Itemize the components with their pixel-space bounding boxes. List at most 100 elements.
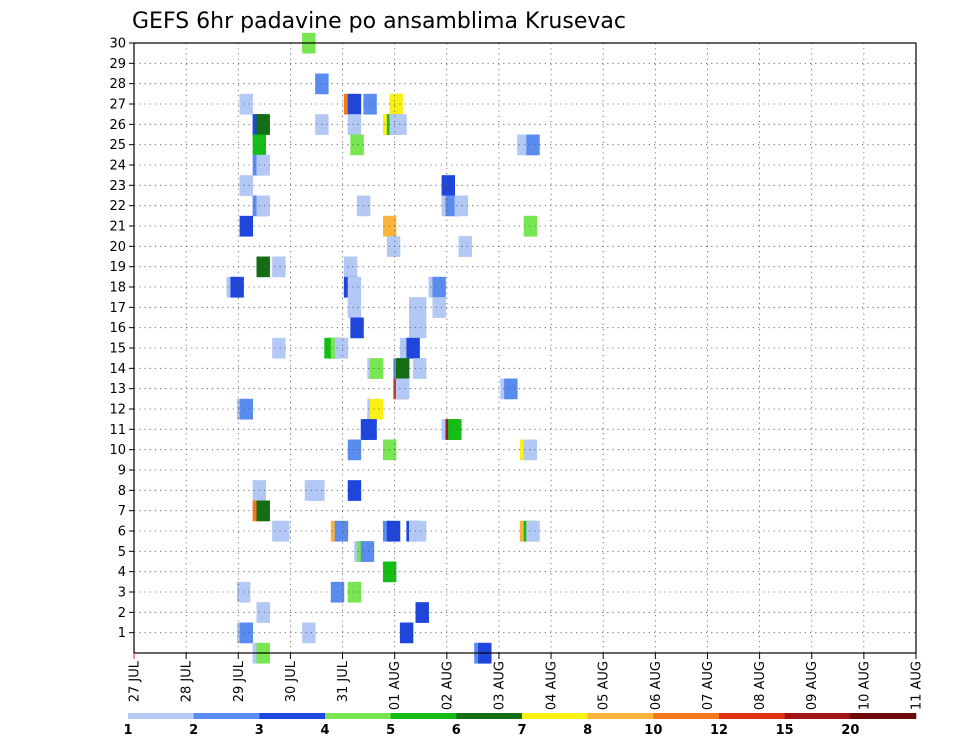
x-tick-label: 08 AUG — [753, 661, 768, 710]
heatmap-cell — [454, 195, 469, 217]
chart-title: GEFS 6hr padavine po ansamblima Krusevac — [132, 9, 626, 34]
colorbar-swatch — [719, 713, 785, 719]
heatmap-cell — [347, 439, 362, 461]
x-tick-label: 29 JUL — [232, 660, 247, 702]
heatmap-cell — [230, 276, 244, 298]
heatmap-cell — [350, 134, 364, 156]
heatmap-cell — [334, 520, 349, 542]
heatmap-cell — [239, 622, 253, 644]
colorbar-label: 7 — [517, 723, 526, 738]
y-tick-label: 21 — [109, 220, 126, 235]
heatmap-cell — [347, 581, 362, 603]
colorbar-swatch — [784, 713, 851, 719]
heatmap-cell — [363, 93, 377, 115]
heatmap-cell — [256, 114, 270, 135]
heatmap-cell — [389, 93, 403, 115]
heatmap-cell — [441, 175, 456, 196]
x-tick-label: 03 AUG — [492, 661, 507, 710]
heatmap-cell — [432, 297, 446, 318]
heatmap-cell — [526, 520, 540, 542]
colorbar-label: 5 — [386, 723, 395, 738]
colorbar: 1 2 3 4 5 6 7 8 10 12 15 20 — [123, 713, 917, 738]
colorbar-swatch — [653, 713, 720, 719]
heatmap-cell — [256, 602, 270, 623]
x-tick-label: 09 AUG — [805, 661, 820, 710]
heatmap-cell — [412, 358, 427, 379]
colorbar-label: 8 — [583, 723, 592, 738]
heatmap-cell — [369, 358, 384, 379]
colorbar-swatch — [456, 713, 523, 719]
colorbar-label: 10 — [644, 723, 662, 738]
heatmap-cell — [276, 520, 290, 542]
heatmap-cell — [256, 154, 270, 176]
y-tick-label: 13 — [109, 382, 126, 397]
colorbar-swatch — [193, 713, 260, 719]
colorbar-label: 1 — [123, 723, 132, 738]
heatmap-cell — [360, 541, 375, 562]
y-tick-label: 16 — [109, 321, 126, 336]
heatmap-cell — [272, 256, 286, 278]
colorbar-swatch — [390, 713, 457, 719]
heatmap-cell — [239, 175, 253, 196]
heatmap-cell — [343, 256, 358, 278]
y-tick-label: 27 — [109, 98, 126, 113]
heatmap-cell — [412, 317, 427, 339]
heatmap-cell — [395, 378, 410, 400]
heatmap-cell — [412, 297, 427, 318]
y-tick-label: 25 — [109, 138, 126, 153]
colorbar-label: 20 — [841, 723, 859, 738]
colorbar-swatch — [325, 713, 391, 719]
y-tick-label: 9 — [118, 464, 126, 479]
x-tick-label: 11 AUG — [910, 661, 925, 710]
heatmap-cell — [256, 256, 270, 278]
y-tick-label: 15 — [109, 342, 126, 357]
colorbar-label: 12 — [710, 723, 728, 738]
x-tick-label: 10 AUG — [857, 661, 872, 710]
y-tick-label: 4 — [118, 565, 126, 580]
x-tick-label: 01 AUG — [388, 661, 403, 710]
y-tick-label: 8 — [118, 484, 126, 499]
heatmap-cell — [347, 93, 362, 115]
heatmap-cell — [523, 439, 538, 461]
colorbar-swatch — [850, 713, 917, 719]
grid-lines — [134, 43, 916, 653]
x-tick-label: 30 JUL — [284, 660, 299, 702]
heatmap-cell — [395, 358, 410, 379]
heatmap-cell — [415, 602, 429, 623]
x-tick-label: 07 AUG — [701, 661, 716, 710]
y-tick-label: 11 — [109, 423, 126, 438]
y-tick-label: 28 — [109, 77, 126, 92]
y-tick-label: 22 — [109, 199, 126, 214]
heatmap-cell — [256, 195, 270, 217]
colorbar-label: 15 — [776, 723, 794, 738]
heatmap-cell — [369, 398, 384, 420]
heatmap-cell — [523, 215, 538, 237]
heatmap-cell — [272, 337, 286, 359]
y-tick-label: 10 — [109, 443, 126, 458]
heatmap-cell — [239, 398, 253, 420]
heatmap-cell — [432, 276, 446, 298]
heatmap-cell — [458, 236, 472, 257]
colorbar-label: 6 — [452, 723, 461, 738]
y-tick-label: 1 — [118, 626, 126, 641]
y-tick-label: 19 — [109, 260, 126, 275]
y-tick-label: 2 — [118, 606, 126, 621]
y-tick-label: 12 — [109, 403, 126, 418]
heatmap-cell — [363, 419, 377, 440]
x-axis: 27 JUL 28 JUL 29 JUL 30 JUL 31 JUL 01 AUG 02 A… — [128, 653, 925, 710]
heatmap-cell — [526, 134, 540, 156]
heatmap-cell — [334, 337, 349, 359]
colorbar-swatch — [259, 713, 326, 719]
heatmap-cell — [347, 297, 362, 318]
y-tick-label: 14 — [109, 362, 126, 377]
y-tick-label: 6 — [118, 525, 126, 540]
colorbar-label: 4 — [320, 723, 329, 738]
colorbar-swatch — [128, 713, 194, 719]
heatmap-cell — [412, 520, 427, 542]
y-tick-label: 24 — [109, 159, 126, 174]
x-tick-label: 27 JUL — [128, 660, 143, 702]
colorbar-swatch — [587, 713, 654, 719]
y-tick-label: 29 — [109, 57, 126, 72]
y-tick-label: 26 — [109, 118, 126, 133]
